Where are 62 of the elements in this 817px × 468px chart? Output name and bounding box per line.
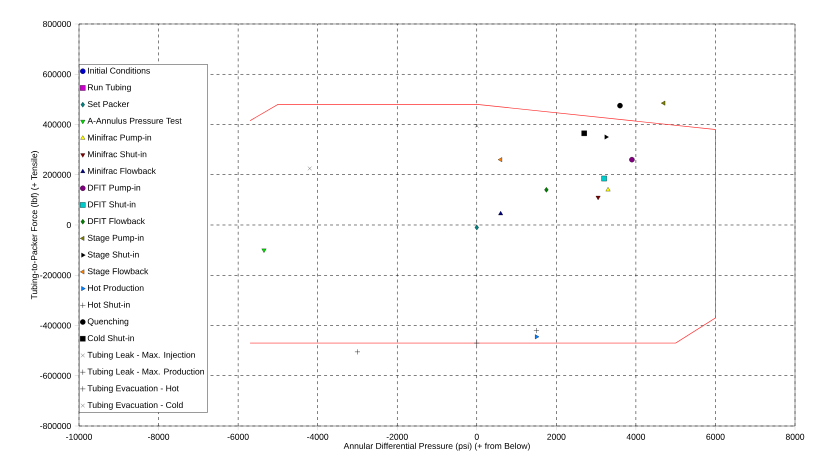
legend-label: DFIT Flowback bbox=[88, 218, 145, 224]
legend-label: Tubing Evacuation - Hot bbox=[88, 385, 179, 394]
legend-label: Tubing Evacuation - Cold bbox=[88, 402, 183, 410]
x-tick-label: 4000 bbox=[626, 434, 646, 440]
point bbox=[604, 134, 609, 140]
point bbox=[617, 102, 623, 108]
y-tick-label: 400000 bbox=[42, 121, 71, 128]
legend-label: Tubing Leak - Max. Production bbox=[88, 368, 204, 376]
point bbox=[661, 100, 666, 106]
legend-label: DFIT Pump-in bbox=[88, 184, 140, 192]
y-tick-label: 200000 bbox=[43, 172, 71, 178]
legend-label: Minifrac Flowback bbox=[88, 168, 156, 174]
y-tick-label: -600000 bbox=[40, 372, 71, 379]
point bbox=[354, 349, 360, 355]
point bbox=[606, 187, 610, 192]
legend-label: Set Packer bbox=[88, 100, 130, 108]
y-tick-label: 0 bbox=[66, 222, 71, 228]
point bbox=[498, 210, 504, 216]
legend-label: Hot Shut-in bbox=[88, 301, 130, 308]
line-series bbox=[250, 104, 716, 344]
x-tick-label: 2000 bbox=[547, 434, 566, 440]
y-axis-title: Tubing-to-Packer Force (lbf) (+ Tensile) bbox=[30, 151, 39, 300]
x-tick-label: -4000 bbox=[307, 434, 328, 440]
point bbox=[596, 196, 600, 200]
legend-label: A-Annulus Pressure Test bbox=[87, 118, 182, 124]
legend-label: Initial Conditions bbox=[88, 67, 150, 74]
legend-label: Run Tubing bbox=[88, 84, 131, 92]
x-tick-label: -6000 bbox=[228, 434, 249, 440]
point bbox=[474, 224, 479, 230]
y-tick-label: -400000 bbox=[40, 322, 71, 329]
legend-label: Cold Shut-in bbox=[88, 334, 134, 342]
legend-label: DFIT Shut-in bbox=[88, 201, 136, 208]
x-axis-title: Annular Differential Pressure (psi) (+ from Below) bbox=[344, 442, 530, 451]
point bbox=[629, 156, 635, 162]
x-tick-label: 6000 bbox=[706, 434, 725, 440]
y-tick-label: 600000 bbox=[43, 71, 71, 78]
x-tick-label: 0 bbox=[474, 434, 479, 440]
point bbox=[544, 187, 548, 193]
point bbox=[535, 334, 540, 340]
point bbox=[474, 124, 479, 128]
legend-label: Minifrac Pump-in bbox=[88, 134, 152, 142]
x-tick-label: 8000 bbox=[786, 434, 804, 440]
point bbox=[262, 248, 266, 253]
legend-label: Stage Flowback bbox=[88, 268, 148, 276]
point bbox=[581, 130, 587, 136]
x-tick-label: -8000 bbox=[148, 434, 170, 440]
legend-label: Tubing Leak - Max. Injection bbox=[88, 352, 195, 360]
point bbox=[534, 328, 540, 334]
y-tick-label: 800000 bbox=[43, 20, 71, 28]
point bbox=[474, 340, 480, 346]
legend-label: Hot Production bbox=[88, 284, 144, 292]
legend-label: Stage Shut-in bbox=[88, 251, 139, 260]
point bbox=[308, 166, 312, 170]
y-tick-label: -200000 bbox=[40, 272, 71, 278]
x-tick-label: -10000 bbox=[66, 434, 92, 440]
point bbox=[601, 176, 607, 182]
legend-label: Quenching bbox=[88, 318, 128, 326]
legend-label: Stage Pump-in bbox=[88, 234, 144, 243]
point bbox=[498, 157, 502, 162]
legend-label: Minifrac Shut-in bbox=[88, 150, 146, 158]
x-tick-label: -2000 bbox=[386, 434, 408, 440]
y-tick-label: -800000 bbox=[40, 422, 71, 430]
